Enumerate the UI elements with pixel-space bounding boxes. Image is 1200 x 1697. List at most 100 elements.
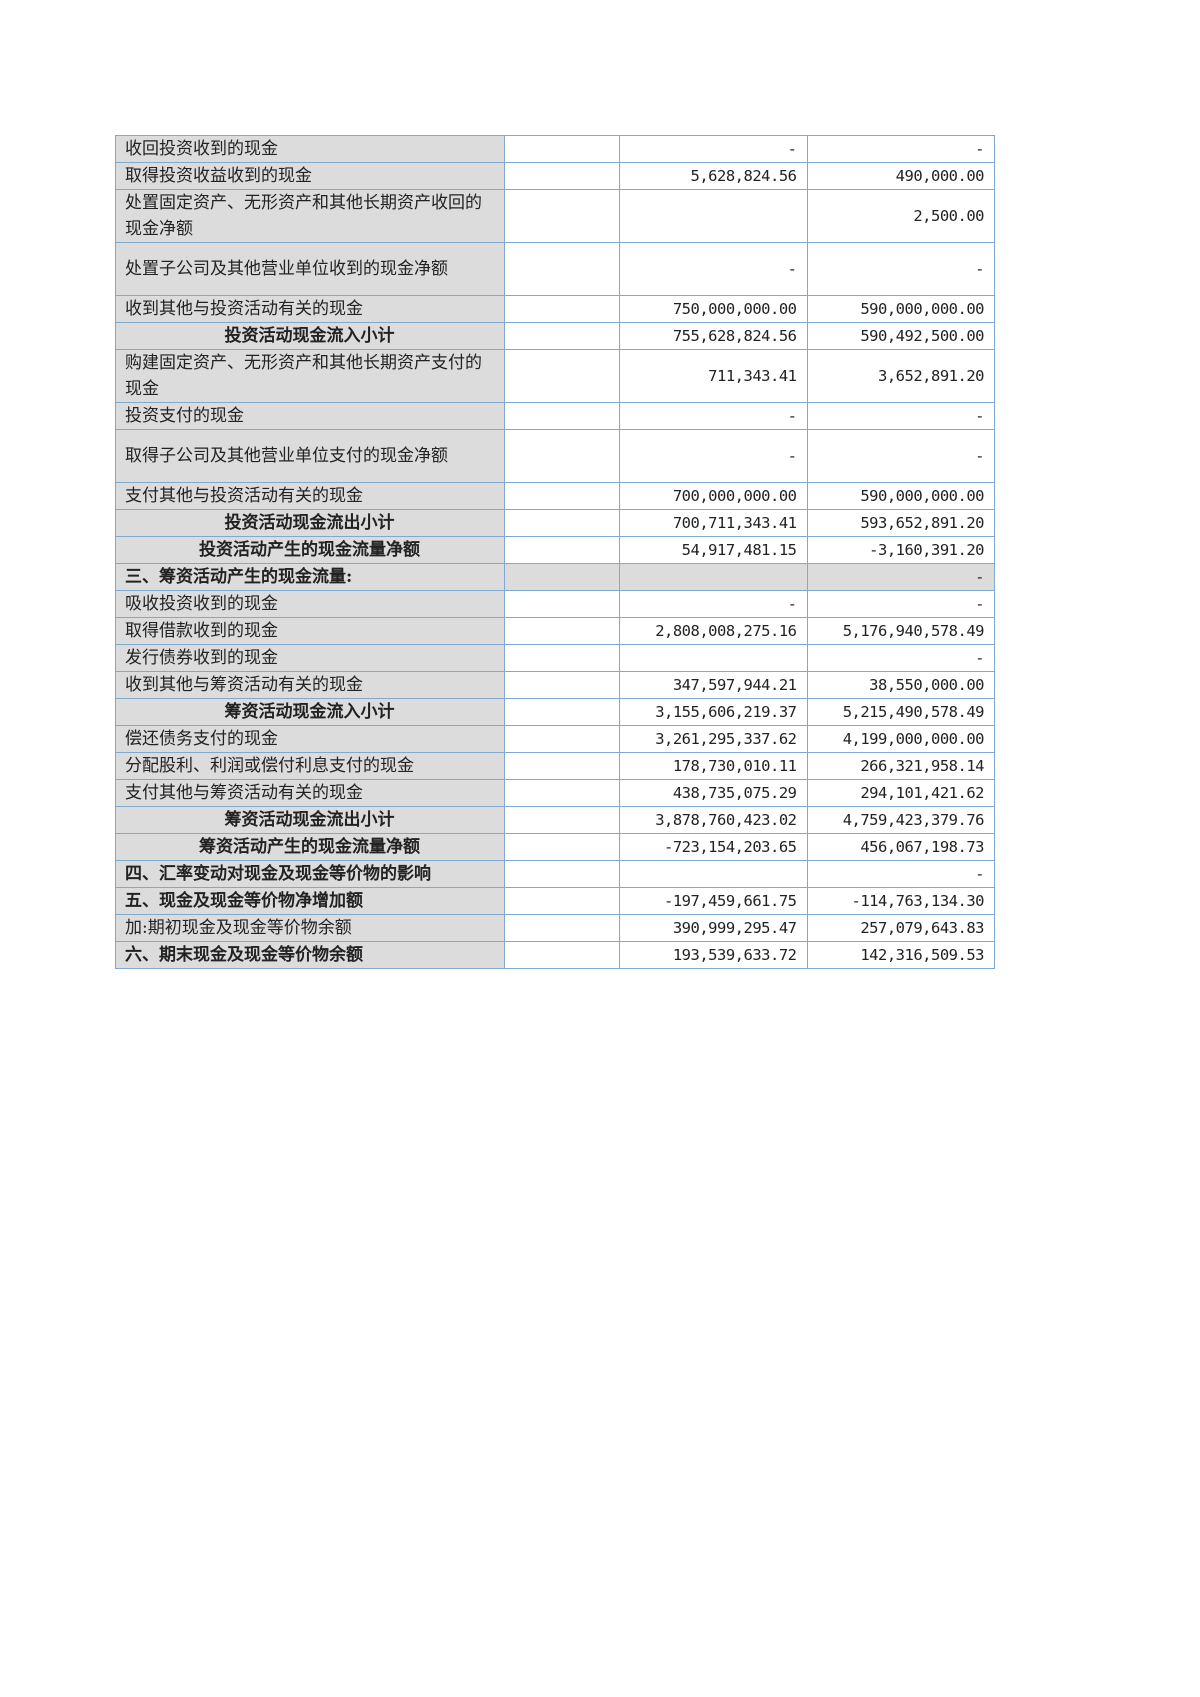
note-cell [504, 617, 620, 645]
current-period-value: - [619, 402, 808, 430]
note-cell [504, 644, 620, 672]
row-label: 收回投资收到的现金 [115, 135, 505, 163]
table-row: 投资活动产生的现金流量净额 54,917,481.15 -3,160,391.20 [115, 536, 995, 564]
current-period-value: 700,000,000.00 [619, 482, 808, 510]
prior-period-value: -114,763,134.30 [806, 887, 995, 915]
row-label: 投资支付的现金 [115, 402, 505, 430]
table-row: 发行债券收到的现金 - [115, 644, 995, 672]
note-cell [504, 590, 620, 618]
prior-period-value: - [806, 644, 995, 672]
table-row: 分配股利、利润或偿付利息支付的现金 178,730,010.11 266,321,9… [115, 752, 995, 780]
prior-period-value: 257,079,643.83 [806, 914, 995, 942]
row-label: 收到其他与投资活动有关的现金 [115, 295, 505, 323]
row-label: 支付其他与筹资活动有关的现金 [115, 779, 505, 807]
current-period-value: 700,711,343.41 [619, 509, 808, 537]
table-row: 处置子公司及其他营业单位收到的现金净额 - - [115, 242, 995, 296]
note-cell [504, 779, 620, 807]
table-row: 收到其他与投资活动有关的现金 750,000,000.00 590,000,000.… [115, 295, 995, 323]
note-cell [504, 482, 620, 510]
current-period-value: 347,597,944.21 [619, 671, 808, 699]
prior-period-value: -3,160,391.20 [806, 536, 995, 564]
prior-period-value: 266,321,958.14 [806, 752, 995, 780]
row-label: 吸收投资收到的现金 [115, 590, 505, 618]
prior-period-value: 5,215,490,578.49 [806, 698, 995, 726]
prior-period-value: 490,000.00 [806, 162, 995, 190]
table-row: 筹资活动产生的现金流量净额 -723,154,203.65 456,067,198.… [115, 833, 995, 861]
current-period-value: 3,261,295,337.62 [619, 725, 808, 753]
table-row: 取得投资收益收到的现金 5,628,824.56 490,000.00 [115, 162, 995, 190]
row-label: 处置固定资产、无形资产和其他长期资产收回的现金净额 [115, 189, 505, 243]
row-label: 发行债券收到的现金 [115, 644, 505, 672]
note-cell [504, 563, 620, 591]
table-row: 购建固定资产、无形资产和其他长期资产支付的现金 711,343.41 3,652,8… [115, 349, 995, 403]
current-period-value: 711,343.41 [619, 349, 808, 403]
current-period-value: 3,155,606,219.37 [619, 698, 808, 726]
row-label: 投资活动产生的现金流量净额 [115, 536, 505, 564]
note-cell [504, 135, 620, 163]
current-period-value: 54,917,481.15 [619, 536, 808, 564]
current-period-value: 2,808,008,275.16 [619, 617, 808, 645]
prior-period-value: 4,199,000,000.00 [806, 725, 995, 753]
table-row: 支付其他与筹资活动有关的现金 438,735,075.29 294,101,421.… [115, 779, 995, 807]
note-cell [504, 833, 620, 861]
current-period-value: - [619, 242, 808, 296]
current-period-value [619, 189, 808, 243]
note-cell [504, 725, 620, 753]
row-label: 五、现金及现金等价物净增加额 [115, 887, 505, 915]
note-cell [504, 402, 620, 430]
table-row: 投资支付的现金 - - [115, 402, 995, 430]
note-cell [504, 914, 620, 942]
row-label: 取得投资收益收到的现金 [115, 162, 505, 190]
prior-period-value: 456,067,198.73 [806, 833, 995, 861]
row-label: 购建固定资产、无形资产和其他长期资产支付的现金 [115, 349, 505, 403]
row-label: 偿还债务支付的现金 [115, 725, 505, 753]
table-row: 筹资活动现金流入小计 3,155,606,219.37 5,215,490,578.… [115, 698, 995, 726]
row-label: 取得借款收到的现金 [115, 617, 505, 645]
table-row: 四、汇率变动对现金及现金等价物的影响 - [115, 860, 995, 888]
prior-period-value: 38,550,000.00 [806, 671, 995, 699]
row-label: 三、筹资活动产生的现金流量: [115, 563, 505, 591]
note-cell [504, 189, 620, 243]
table-row: 三、筹资活动产生的现金流量: - [115, 563, 995, 591]
note-cell [504, 752, 620, 780]
current-period-value [619, 860, 808, 888]
prior-period-value: 3,652,891.20 [806, 349, 995, 403]
table-row: 吸收投资收到的现金 - - [115, 590, 995, 618]
prior-period-value: - [806, 135, 995, 163]
row-label: 筹资活动产生的现金流量净额 [115, 833, 505, 861]
note-cell [504, 536, 620, 564]
note-cell [504, 509, 620, 537]
cash-flow-table: 收回投资收到的现金 - - 取得投资收益收到的现金 5,628,824.56 490,00… [115, 135, 995, 969]
table-row: 收到其他与筹资活动有关的现金 347,597,944.21 38,550,000.0… [115, 671, 995, 699]
current-period-value: 755,628,824.56 [619, 322, 808, 350]
note-cell [504, 671, 620, 699]
current-period-value: 3,878,760,423.02 [619, 806, 808, 834]
note-cell [504, 295, 620, 323]
table-row: 投资活动现金流入小计 755,628,824.56 590,492,500.00 [115, 322, 995, 350]
row-label: 六、期末现金及现金等价物余额 [115, 941, 505, 969]
row-label: 处置子公司及其他营业单位收到的现金净额 [115, 242, 505, 296]
current-period-value: 750,000,000.00 [619, 295, 808, 323]
current-period-value: 5,628,824.56 [619, 162, 808, 190]
current-period-value [619, 563, 808, 591]
prior-period-value: - [806, 402, 995, 430]
note-cell [504, 941, 620, 969]
note-cell [504, 322, 620, 350]
prior-period-value: - [806, 860, 995, 888]
row-label: 分配股利、利润或偿付利息支付的现金 [115, 752, 505, 780]
prior-period-value: 590,000,000.00 [806, 482, 995, 510]
table-row: 取得借款收到的现金 2,808,008,275.16 5,176,940,578.4… [115, 617, 995, 645]
note-cell [504, 806, 620, 834]
note-cell [504, 698, 620, 726]
current-period-value: - [619, 429, 808, 483]
prior-period-value: 590,492,500.00 [806, 322, 995, 350]
row-label: 收到其他与筹资活动有关的现金 [115, 671, 505, 699]
note-cell [504, 860, 620, 888]
row-label: 筹资活动现金流入小计 [115, 698, 505, 726]
table-row: 收回投资收到的现金 - - [115, 135, 995, 163]
table-row: 取得子公司及其他营业单位支付的现金净额 - - [115, 429, 995, 483]
note-cell [504, 242, 620, 296]
prior-period-value: - [806, 563, 995, 591]
row-label: 四、汇率变动对现金及现金等价物的影响 [115, 860, 505, 888]
table-row: 加:期初现金及现金等价物余额 390,999,295.47 257,079,643.… [115, 914, 995, 942]
